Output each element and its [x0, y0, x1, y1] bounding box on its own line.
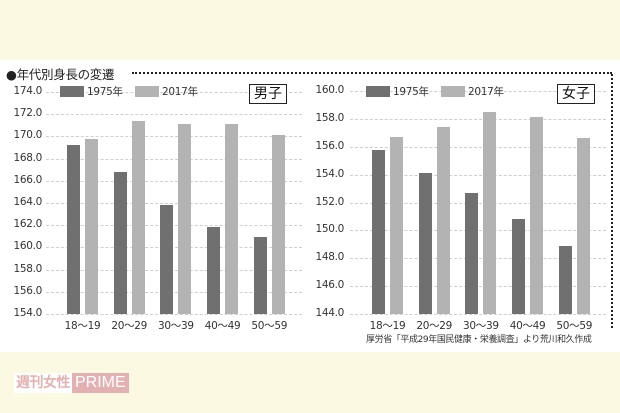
- gridline: [46, 92, 302, 93]
- gridline: [46, 180, 302, 182]
- y-tick-label: 170.0: [13, 129, 42, 142]
- legend-swatch-1975: [60, 86, 84, 97]
- x-tick-label: 18〜19: [64, 320, 101, 332]
- dotted-border-right: [611, 74, 613, 328]
- figure-title: ●年代別身長の変遷: [6, 67, 115, 82]
- bar-2017: [271, 135, 285, 314]
- y-tick-label: 148.0: [315, 251, 344, 264]
- legend-swatch-2017: [441, 86, 465, 97]
- y-tick-label: 160.0: [315, 84, 344, 96]
- y-tick-label: 172.0: [13, 107, 42, 120]
- legend-label-2017: 2017年: [468, 86, 504, 98]
- bar-2017: [390, 136, 403, 314]
- y-tick-label: 158.0: [13, 262, 42, 275]
- y-tick-label: 150.0: [315, 223, 344, 236]
- gridline: [46, 203, 302, 204]
- x-tick-label: 50〜59: [251, 320, 288, 332]
- x-tick-label: 40〜49: [204, 320, 241, 332]
- x-tick-label: 30〜39: [158, 320, 194, 332]
- legend-swatch-1975: [366, 86, 390, 97]
- x-tick-label: 18〜19: [369, 320, 406, 332]
- x-tick-label: 20〜29: [416, 320, 453, 332]
- bar-1975: [67, 145, 80, 314]
- bar-1975: [512, 219, 526, 314]
- dotted-divider: [132, 72, 612, 74]
- gridline: [46, 136, 302, 138]
- x-tick-label: 50〜59: [556, 320, 593, 332]
- logo-prime: PRIME: [72, 373, 129, 393]
- bar-2017: [85, 138, 98, 314]
- y-tick-label: 154.0: [13, 307, 42, 319]
- bar-1975: [113, 171, 127, 314]
- y-tick-label: 144.0: [315, 307, 344, 319]
- gridline: [46, 269, 302, 271]
- y-tick-label: 168.0: [13, 151, 42, 164]
- gender-label: 女子: [557, 84, 595, 104]
- x-tick-label: 30〜39: [463, 320, 499, 332]
- x-tick-label: 40〜49: [509, 320, 546, 332]
- bar-2017: [436, 127, 450, 314]
- legend-label-1975: 1975年: [87, 86, 123, 98]
- y-tick-label: 160.0: [13, 240, 42, 253]
- gridline: [350, 91, 606, 92]
- bar-2017: [178, 124, 192, 314]
- gridline: [350, 314, 606, 315]
- bar-1975: [558, 245, 572, 314]
- bar-2017: [131, 120, 145, 314]
- y-tick-label: 174.0: [13, 85, 42, 97]
- gridline: [350, 174, 606, 176]
- legend-label-1975: 1975年: [393, 86, 429, 98]
- y-tick-label: 162.0: [13, 218, 42, 231]
- gridline: [46, 291, 302, 293]
- gridline: [46, 114, 302, 116]
- gridline: [46, 158, 302, 160]
- x-tick-label: 20〜29: [111, 320, 148, 332]
- gridline: [350, 118, 606, 120]
- bar-1975: [160, 205, 174, 314]
- gender-label: 男子: [249, 84, 287, 104]
- bar-2017: [483, 111, 497, 314]
- bar-1975: [418, 173, 432, 314]
- y-tick-label: 146.0: [315, 279, 344, 292]
- bar-1975: [207, 227, 221, 314]
- y-tick-label: 154.0: [315, 167, 344, 180]
- y-tick-label: 164.0: [13, 196, 42, 208]
- gridline: [46, 225, 302, 227]
- y-tick-label: 158.0: [315, 111, 344, 124]
- bar-2017: [225, 124, 239, 314]
- bar-2017: [576, 138, 590, 314]
- bar-1975: [372, 149, 385, 314]
- logo-japanese: 週刊女性: [14, 373, 72, 393]
- y-tick-label: 156.0: [13, 284, 42, 297]
- bar-1975: [465, 192, 479, 314]
- gridline: [350, 146, 606, 148]
- legend-label-2017: 2017年: [162, 86, 198, 98]
- y-tick-label: 152.0: [315, 195, 344, 208]
- y-tick-label: 166.0: [13, 173, 42, 186]
- legend-swatch-2017: [135, 86, 159, 97]
- gridline: [46, 314, 302, 315]
- source-note: 厚労省「平成29年国民健康・栄養調査」より荒川和久作成: [366, 335, 592, 345]
- bar-2017: [530, 117, 544, 314]
- bar-1975: [253, 237, 267, 314]
- brand-logo: 週刊女性 PRIME: [14, 373, 129, 393]
- gridline: [46, 247, 302, 249]
- y-tick-label: 156.0: [315, 139, 344, 152]
